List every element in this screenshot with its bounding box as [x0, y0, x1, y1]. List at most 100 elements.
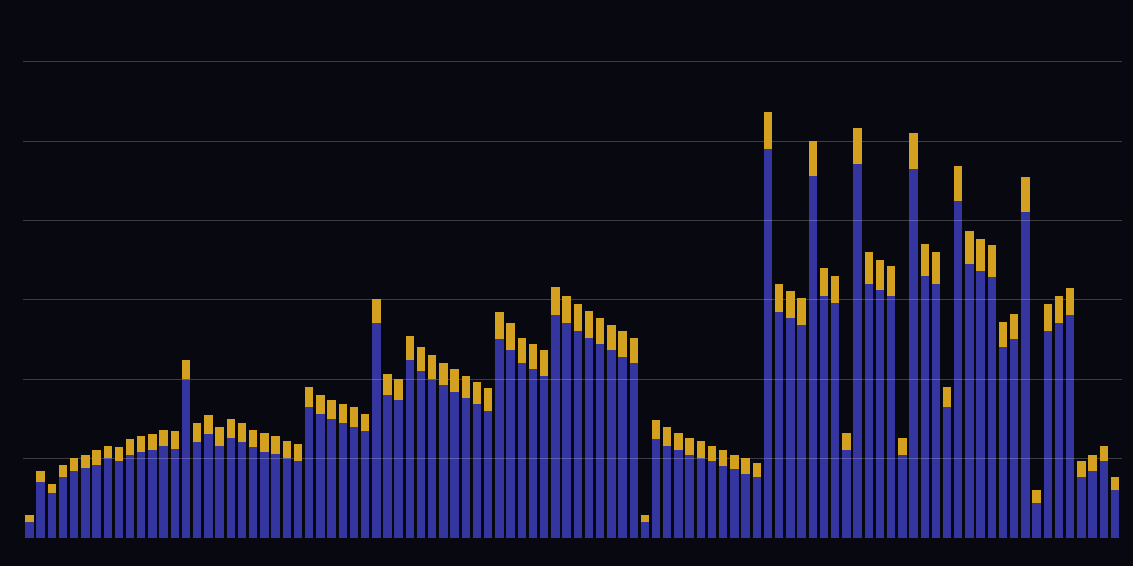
Bar [215, 427, 224, 445]
Bar [965, 264, 973, 538]
Bar [719, 451, 727, 466]
Bar [1032, 503, 1041, 538]
Bar [619, 331, 627, 357]
Bar [943, 387, 952, 408]
Bar [484, 410, 493, 538]
Bar [1066, 315, 1074, 538]
Bar [92, 451, 101, 465]
Bar [1110, 490, 1119, 538]
Bar [965, 231, 973, 264]
Bar [764, 112, 773, 148]
Bar [1055, 323, 1063, 538]
Bar [383, 395, 392, 538]
Bar [954, 201, 962, 538]
Bar [25, 522, 34, 538]
Bar [977, 271, 985, 538]
Bar [853, 128, 862, 164]
Bar [562, 323, 571, 538]
Bar [775, 312, 783, 538]
Bar [731, 455, 739, 469]
Bar [619, 357, 627, 538]
Bar [1043, 331, 1053, 538]
Bar [988, 277, 996, 538]
Bar [148, 435, 156, 451]
Bar [339, 404, 347, 423]
Bar [361, 414, 369, 431]
Bar [261, 452, 269, 538]
Bar [663, 445, 672, 538]
Bar [697, 441, 705, 458]
Bar [573, 331, 582, 538]
Bar [506, 350, 514, 538]
Bar [316, 414, 324, 538]
Bar [1010, 314, 1019, 339]
Bar [1043, 304, 1053, 331]
Bar [764, 148, 773, 538]
Bar [160, 445, 168, 538]
Bar [551, 315, 560, 538]
Bar [495, 312, 503, 339]
Bar [752, 463, 761, 477]
Bar [954, 166, 962, 201]
Bar [830, 303, 840, 538]
Bar [573, 304, 582, 331]
Bar [182, 360, 190, 379]
Bar [305, 387, 314, 408]
Bar [25, 516, 34, 522]
Bar [48, 484, 56, 493]
Bar [943, 408, 952, 538]
Bar [451, 370, 459, 392]
Bar [36, 482, 45, 538]
Bar [428, 355, 436, 379]
Bar [1077, 477, 1085, 538]
Bar [372, 323, 381, 538]
Bar [1066, 288, 1074, 315]
Bar [305, 408, 314, 538]
Bar [126, 455, 135, 538]
Bar [327, 419, 335, 538]
Bar [417, 371, 425, 538]
Bar [227, 438, 235, 538]
Bar [350, 408, 358, 427]
Bar [697, 458, 705, 538]
Bar [137, 452, 145, 538]
Bar [506, 323, 514, 350]
Bar [227, 419, 235, 438]
Bar [809, 175, 817, 538]
Bar [630, 337, 638, 363]
Bar [708, 461, 716, 538]
Bar [585, 337, 594, 538]
Bar [103, 458, 112, 538]
Bar [674, 451, 683, 538]
Bar [282, 458, 291, 538]
Bar [394, 400, 403, 538]
Bar [440, 385, 448, 538]
Bar [48, 493, 56, 538]
Bar [607, 350, 615, 538]
Bar [339, 423, 347, 538]
Bar [316, 395, 324, 414]
Bar [461, 398, 470, 538]
Bar [999, 321, 1007, 347]
Bar [663, 427, 672, 445]
Bar [931, 252, 940, 284]
Bar [82, 455, 90, 468]
Bar [540, 350, 548, 376]
Bar [293, 444, 303, 461]
Bar [798, 298, 806, 325]
Bar [988, 246, 996, 277]
Bar [440, 363, 448, 385]
Bar [148, 451, 156, 538]
Bar [798, 325, 806, 538]
Bar [1032, 490, 1041, 503]
Bar [126, 439, 135, 455]
Bar [160, 430, 168, 445]
Bar [708, 445, 716, 461]
Bar [551, 287, 560, 315]
Bar [249, 430, 257, 447]
Bar [999, 347, 1007, 538]
Bar [786, 319, 794, 538]
Bar [70, 471, 78, 538]
Bar [920, 244, 929, 276]
Bar [1077, 461, 1085, 477]
